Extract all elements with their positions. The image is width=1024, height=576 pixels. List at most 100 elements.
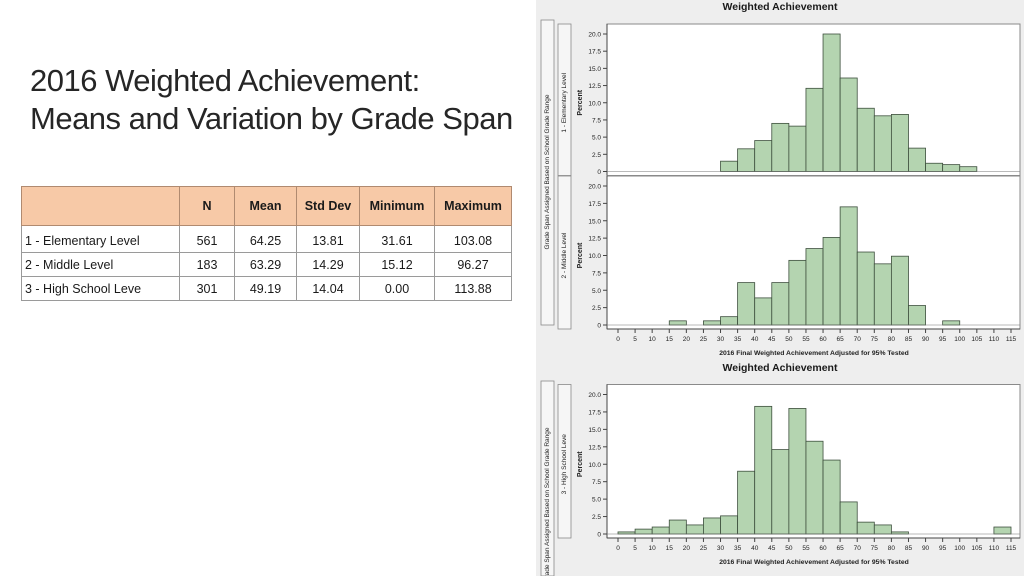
histogram-svg: Weighted Achievement Grade Span Assigned … [540, 1, 1021, 576]
y-tick-label: 15.0 [588, 427, 601, 434]
x-tick-label: 20 [683, 545, 691, 552]
y-axis-label: Percent [577, 89, 584, 115]
histogram-bar [737, 148, 756, 172]
x-tick-label: 60 [819, 545, 827, 552]
y-tick-label: 20.0 [588, 32, 601, 39]
histogram-bar [822, 459, 841, 535]
histogram-bar [856, 251, 875, 326]
histogram-bar [890, 531, 909, 535]
slide-title-line-1: 2016 Weighted Achievement: [30, 63, 420, 98]
panel-label: 2 - Middle Level [561, 232, 568, 278]
histogram-bar [754, 140, 773, 172]
x-tick-label: 115 [1006, 336, 1017, 343]
histogram-bar [703, 320, 721, 326]
table-cell-label: 1 - Elementary Level [21, 225, 180, 253]
histogram-bar [839, 77, 858, 172]
histogram-panel: Weighted Achievement Grade Span Assigned … [536, 0, 1024, 576]
x-tick-label: 55 [802, 545, 810, 552]
table-row: 3 - High School Leve 301 49.19 14.04 0.0… [21, 276, 512, 301]
table-cell-maximum: 96.27 [434, 252, 512, 277]
x-tick-label: 5 [633, 545, 637, 552]
table-cell-n: 561 [179, 225, 235, 253]
x-tick-label: 25 [700, 336, 708, 343]
table-header-row: N Mean Std Dev Minimum Maximum [21, 186, 512, 226]
y-axis-label: Percent [577, 242, 584, 268]
x-tick-label: 80 [888, 545, 896, 552]
y-tick-label: 12.5 [588, 236, 601, 243]
histogram-bar [822, 237, 841, 326]
histogram-bar [856, 107, 875, 172]
histogram-bar [771, 282, 790, 326]
histogram-bar [856, 521, 875, 535]
outer-label-strip [540, 19, 555, 326]
y-tick-label: 7.5 [592, 270, 601, 277]
chart-title: Weighted Achievement [723, 362, 838, 374]
x-tick-label: 10 [649, 545, 657, 552]
y-tick-label: 17.5 [588, 49, 601, 56]
histogram-bar [959, 166, 978, 172]
x-tick-label: 65 [837, 336, 845, 343]
x-tick-label: 105 [971, 545, 982, 552]
histogram-bar [754, 405, 773, 535]
table-cell-maximum: 103.08 [434, 225, 512, 253]
x-axis-label: 2016 Final Weighted Achievement Adjusted… [719, 559, 909, 566]
histogram-bar [737, 282, 756, 326]
y-tick-label: 10.0 [588, 100, 601, 107]
x-tick-label: 90 [922, 545, 930, 552]
x-tick-label: 100 [954, 545, 965, 552]
x-tick-label: 10 [649, 336, 657, 343]
histogram-bar [720, 515, 739, 535]
x-tick-label: 0 [616, 545, 620, 552]
histogram-bar [737, 470, 756, 535]
y-tick-label: 5.0 [592, 288, 601, 295]
x-tick-label: 25 [700, 545, 708, 552]
x-tick-label: 60 [819, 336, 827, 343]
y-tick-label: 0 [597, 532, 601, 539]
outer-axis-label: Grade Span Assigned Based on School Grad… [544, 94, 551, 249]
panel-label: 3 - High School Leve [561, 434, 568, 495]
table-cell-std-dev: 14.29 [296, 252, 360, 277]
x-tick-label: 20 [683, 336, 691, 343]
y-tick-label: 20.0 [588, 184, 601, 191]
histogram-bar [942, 164, 961, 172]
histogram-bar [720, 316, 739, 326]
table-cell-n: 301 [179, 276, 235, 301]
y-tick-label: 7.5 [592, 479, 601, 486]
histogram-bar [617, 531, 636, 535]
x-tick-label: 55 [802, 336, 810, 343]
x-tick-label: 45 [768, 545, 776, 552]
y-tick-label: 10.0 [588, 253, 601, 260]
table-header-blank [21, 186, 180, 226]
x-tick-label: 50 [785, 545, 793, 552]
y-tick-label: 15.0 [588, 66, 601, 73]
y-tick-label: 5.0 [592, 135, 601, 142]
x-tick-label: 0 [616, 336, 620, 343]
x-tick-label: 80 [888, 336, 896, 343]
histogram-bar [788, 125, 807, 172]
histogram-bar [873, 115, 892, 172]
x-axis-label: 2016 Final Weighted Achievement Adjusted… [719, 350, 909, 357]
x-tick-label: 65 [837, 545, 845, 552]
histogram-bar [703, 517, 721, 535]
panel-label-strip [557, 175, 572, 330]
histogram-bar [839, 206, 858, 326]
x-tick-label: 15 [666, 545, 674, 552]
table-cell-minimum: 0.00 [359, 276, 435, 301]
histogram-bar [822, 33, 841, 172]
y-tick-label: 0 [597, 169, 601, 176]
histogram-bar [993, 526, 1012, 535]
table-cell-std-dev: 13.81 [296, 225, 360, 253]
histogram-bar [771, 122, 790, 172]
outer-axis-label: Grade Span Assigned Based on School Grad… [544, 427, 551, 576]
x-tick-label: 75 [871, 545, 879, 552]
histogram-bar [788, 259, 807, 326]
histogram-bar [754, 297, 773, 326]
x-tick-label: 45 [768, 336, 776, 343]
x-tick-label: 95 [939, 336, 947, 343]
x-tick-label: 105 [971, 336, 982, 343]
x-tick-label: 15 [666, 336, 674, 343]
x-tick-label: 85 [905, 336, 913, 343]
x-tick-label: 75 [871, 336, 879, 343]
histogram-bar [873, 524, 892, 535]
stats-table: N Mean Std Dev Minimum Maximum 1 - Eleme… [21, 186, 512, 301]
